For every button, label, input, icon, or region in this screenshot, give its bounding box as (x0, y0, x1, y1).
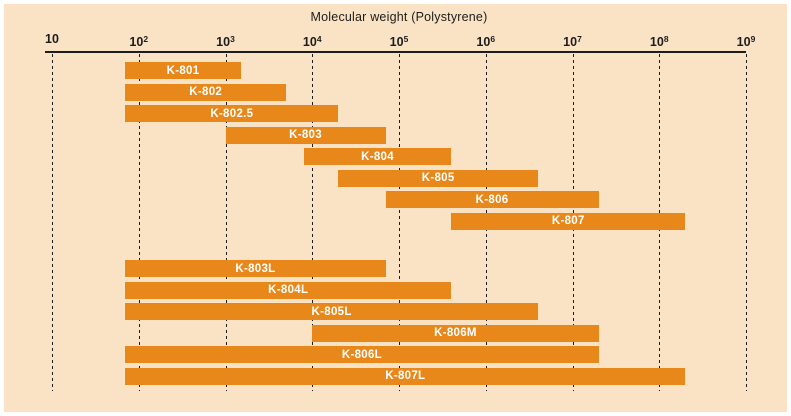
range-bar-k-805l: K-805L (125, 303, 538, 320)
bar-label: K-803 (289, 129, 322, 141)
bar-label: K-807 (551, 215, 585, 227)
range-bar-k-804l: K-804L (125, 281, 452, 299)
x-tick-exponent: 2 (143, 34, 149, 44)
x-tick-exponent: 3 (230, 34, 235, 44)
gridline-1e2 (138, 54, 140, 391)
x-tick-exponent: 7 (577, 34, 582, 44)
range-bar-k-807: K-807 (451, 212, 686, 230)
gridline-1e9 (746, 54, 747, 391)
range-bar-k-805: K-805 (338, 169, 538, 187)
gridline-1e4 (312, 54, 314, 391)
x-tick-label-1e9: 109 (736, 34, 756, 49)
bar-label: K-801 (166, 64, 200, 77)
x-tick-label-1e1: 10 (45, 32, 59, 46)
x-tick-exponent: 5 (403, 34, 409, 44)
range-bar-k-802-5: K-802.5 (125, 105, 339, 122)
gridline-1e1 (52, 54, 53, 391)
x-tick-label-1e2: 102 (129, 34, 149, 49)
x-axis-title: Molecular weight (Polystyrene) (310, 10, 488, 24)
x-tick-label-1e3: 103 (216, 34, 235, 49)
range-bar-k-803: K-803 (225, 126, 386, 144)
range-bar-k-802: K-802 (125, 83, 287, 101)
x-tick-label-1e8: 108 (649, 34, 669, 49)
bar-label: K-806L (341, 348, 383, 361)
range-bar-k-806: K-806 (385, 191, 599, 208)
bar-label: K-806 (475, 193, 509, 206)
range-bar-k-801: K-801 (125, 62, 241, 79)
bar-label: K-802.5 (210, 107, 254, 120)
range-bar-k-804: K-804 (303, 148, 452, 165)
bar-label: K-805L (311, 305, 352, 318)
x-tick-exponent: 4 (316, 34, 322, 44)
x-tick-label-1e6: 106 (476, 34, 496, 49)
bar-label: K-807L (385, 370, 426, 382)
x-tick-label-1e4: 104 (302, 34, 322, 49)
x-tick-exponent: 6 (490, 34, 496, 44)
x-tick-exponent: 9 (750, 34, 756, 44)
x-tick-label-1e7: 107 (563, 34, 582, 49)
range-bar-k-807l: K-807L (125, 367, 686, 385)
gridline-1e5 (399, 54, 400, 391)
bar-label: K-804L (268, 284, 309, 296)
range-bar-k-803l: K-803L (125, 260, 386, 277)
range-bar-k-806l: K-806L (125, 346, 599, 363)
range-bar-k-806m: K-806M (312, 324, 599, 342)
bar-label: K-803L (235, 262, 276, 275)
x-tick-label-1e5: 105 (389, 34, 409, 49)
bar-label: K-806M (434, 327, 477, 339)
bar-label: K-802 (189, 86, 223, 98)
gridline-1e3 (225, 54, 227, 391)
x-axis-line (45, 51, 746, 53)
x-tick-exponent: 8 (663, 34, 669, 44)
bar-label: K-804 (361, 150, 394, 163)
bar-label: K-805 (421, 172, 455, 184)
